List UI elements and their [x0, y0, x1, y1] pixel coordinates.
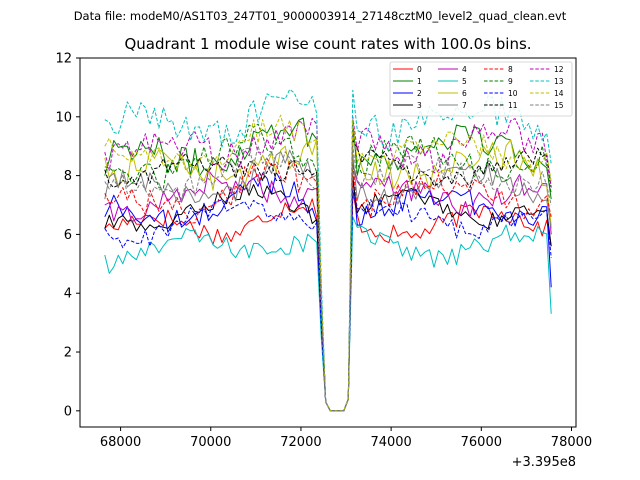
legend-label-3: 3: [417, 101, 422, 110]
legend-label-7: 7: [462, 101, 467, 110]
legend-label-9: 9: [508, 77, 513, 86]
legend-label-6: 6: [462, 89, 467, 98]
legend-label-14: 14: [554, 89, 564, 98]
x-tick-label: 78000: [551, 435, 592, 450]
figure-suptitle: Data file: modeM0/AS1T03_247T01_90000039…: [74, 9, 567, 23]
y-tick-label: 0: [64, 404, 72, 419]
legend-label-15: 15: [554, 101, 564, 110]
legend-label-1: 1: [417, 77, 422, 86]
x-offset-label: +3.395e8: [512, 455, 576, 470]
y-tick-label: 10: [55, 110, 72, 125]
y-tick-label: 8: [64, 169, 72, 184]
x-tick-label: 76000: [461, 435, 502, 450]
legend-label-11: 11: [508, 101, 518, 110]
chart-title: Quadrant 1 module wise count rates with …: [124, 35, 531, 53]
x-tick-label: 72000: [280, 435, 321, 450]
legend-label-2: 2: [417, 89, 422, 98]
legend-label-13: 13: [554, 77, 564, 86]
legend-label-0: 0: [417, 65, 422, 74]
figure: Data file: modeM0/AS1T03_247T01_90000039…: [0, 0, 640, 480]
legend: 0123456789101112131415: [390, 62, 572, 116]
legend-label-10: 10: [508, 89, 518, 98]
y-tick-label: 12: [55, 52, 72, 67]
legend-label-12: 12: [554, 65, 564, 74]
x-tick-label: 68000: [100, 435, 141, 450]
y-tick-label: 4: [64, 287, 72, 302]
x-tick-label: 74000: [370, 435, 411, 450]
y-tick-label: 2: [64, 346, 72, 361]
legend-label-8: 8: [508, 65, 513, 74]
legend-label-5: 5: [462, 77, 467, 86]
y-tick-label: 6: [64, 228, 72, 243]
legend-label-4: 4: [462, 65, 467, 74]
x-tick-label: 70000: [190, 435, 231, 450]
